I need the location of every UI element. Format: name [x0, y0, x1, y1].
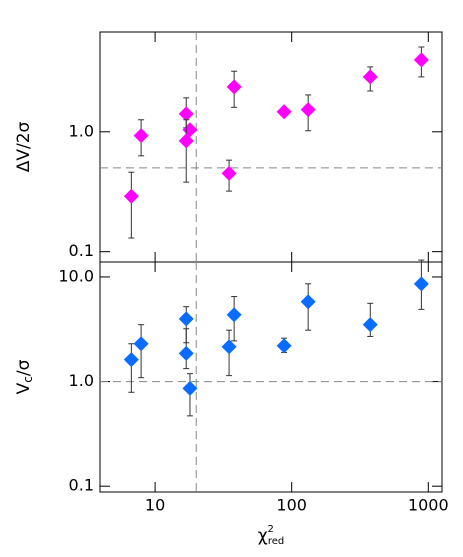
- data-point: [276, 104, 292, 120]
- x-axis-label-sub: red: [268, 536, 284, 547]
- x-tick-label: 1000: [408, 496, 449, 515]
- data-point: [226, 79, 242, 95]
- data-point: [178, 345, 194, 361]
- error-bar: [128, 171, 135, 239]
- error-bar: [183, 119, 190, 183]
- y-axis-label-sub: c: [21, 376, 35, 383]
- data-point: [182, 380, 198, 396]
- data-point: [133, 336, 149, 352]
- x-axis-label-sup: 2: [268, 524, 274, 535]
- y-axis-label-end: /σ: [14, 359, 34, 376]
- data-point: [413, 276, 429, 292]
- x-tick-label: 10: [145, 496, 165, 515]
- data-point: [300, 102, 316, 118]
- data-point: [178, 133, 194, 149]
- y-axis-label-main: ΔV/2σ: [14, 121, 34, 172]
- y-tick-label: 1.0: [69, 121, 94, 140]
- data-point: [362, 69, 378, 85]
- data-point: [221, 165, 237, 181]
- y-tick-label: 0.1: [69, 476, 94, 495]
- plot-frame: [99, 31, 443, 263]
- plot-frame: [99, 261, 443, 493]
- y-axis-label: Vc/σ: [14, 359, 35, 394]
- data-point: [276, 338, 292, 354]
- data-point: [178, 106, 194, 122]
- y-axis-label-main: V: [14, 382, 34, 394]
- data-point: [178, 311, 194, 327]
- x-tick-label: 100: [276, 496, 307, 515]
- y-tick-label: 0.1: [69, 241, 94, 260]
- y-axis-label: ΔV/2σ: [14, 121, 34, 172]
- data-point: [123, 188, 139, 204]
- data-point: [133, 128, 149, 144]
- data-point: [362, 317, 378, 333]
- error-bar: [128, 343, 135, 393]
- x-axis-label-main: χ: [258, 526, 268, 546]
- data-point: [413, 52, 429, 68]
- data-point: [123, 352, 139, 368]
- data-point: [226, 307, 242, 323]
- x-axis-label: χ2 red: [258, 524, 285, 547]
- data-point: [300, 294, 316, 310]
- y-tick-label: 1.0: [69, 371, 94, 390]
- data-point: [221, 339, 237, 355]
- y-tick-label: 10.0: [58, 266, 94, 285]
